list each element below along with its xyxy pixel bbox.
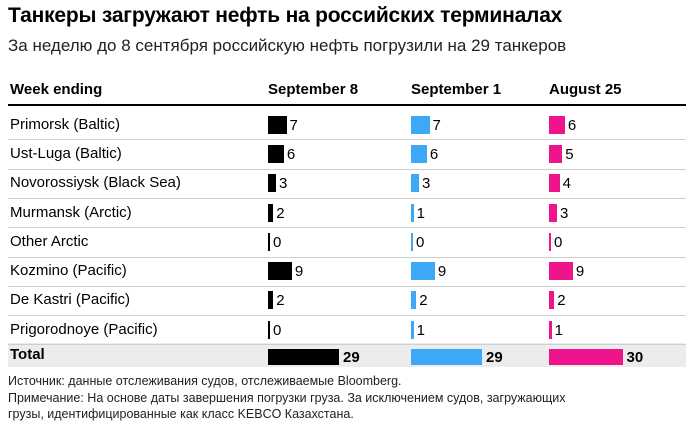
- data-label: 7: [289, 116, 298, 134]
- bar: [549, 232, 551, 251]
- chart-title: Танкеры загружают нефть на российских те…: [8, 4, 563, 27]
- data-label: 0: [416, 233, 425, 251]
- data-label: 9: [294, 263, 304, 281]
- total-value: 30: [626, 349, 644, 366]
- row-label: Primorsk (Baltic): [10, 115, 121, 133]
- bar: [549, 291, 555, 310]
- bar: [549, 262, 573, 281]
- bar: [268, 203, 274, 222]
- data-label: 2: [276, 204, 285, 222]
- data-label: 0: [273, 321, 282, 339]
- footnote-line-2: грузы, идентифицированные как класс KEBC…: [8, 407, 354, 421]
- total-bar: [549, 349, 623, 365]
- data-label: 6: [429, 145, 439, 163]
- bar: [268, 320, 270, 339]
- data-label: 3: [278, 175, 288, 193]
- data-label: 0: [554, 233, 563, 251]
- bar: [268, 115, 287, 134]
- data-label: 0: [273, 233, 282, 251]
- row-divider: [8, 197, 686, 199]
- bar: [411, 262, 435, 281]
- data-label: 4: [562, 175, 571, 193]
- row-divider: [8, 168, 686, 170]
- bar: [268, 232, 270, 251]
- bar: [268, 174, 276, 193]
- chart-subtitle: За неделю до 8 сентября российскую нефть…: [8, 36, 567, 55]
- footnote-line-1: Примечание: На основе даты завершения по…: [8, 391, 566, 405]
- data-label: 6: [286, 145, 296, 163]
- bar: [268, 144, 284, 163]
- row-label: Other Arctic: [10, 232, 89, 250]
- bar: [549, 174, 560, 193]
- bar: [411, 144, 427, 163]
- row-header: Week ending: [10, 81, 103, 98]
- data-label: 6: [567, 116, 577, 134]
- data-label: 5: [565, 145, 574, 163]
- row-divider: [8, 139, 686, 141]
- bar: [411, 174, 419, 193]
- bar: [549, 115, 565, 134]
- bar: [549, 203, 557, 222]
- data-label: 7: [432, 116, 441, 134]
- total-value: 29: [486, 349, 503, 366]
- bar: [549, 144, 563, 163]
- bar: [411, 232, 413, 251]
- bar: [411, 320, 414, 339]
- bar: [268, 262, 292, 281]
- row-divider: [8, 285, 686, 287]
- data-label: 1: [416, 204, 425, 222]
- column-header-september-8: September 8: [268, 81, 359, 98]
- data-label: 1: [416, 321, 425, 339]
- total-value: 29: [343, 349, 360, 366]
- data-label: 9: [575, 263, 585, 281]
- data-label: 3: [559, 204, 569, 222]
- row-divider: [8, 315, 686, 317]
- row-label: Ust-Luga (Baltic): [10, 144, 122, 162]
- bar: [268, 291, 274, 310]
- data-label: 2: [557, 292, 566, 310]
- row-label: Prigorodnoye (Pacific): [10, 320, 158, 338]
- bar: [549, 320, 552, 339]
- total-bar: [268, 349, 340, 365]
- total-bar: [411, 349, 483, 365]
- data-label: 2: [276, 292, 285, 310]
- row-label: Murmansk (Arctic): [10, 203, 132, 221]
- column-header-september-1: September 1: [411, 81, 502, 98]
- row-divider: [8, 227, 686, 229]
- data-label: 3: [421, 175, 431, 193]
- column-header-august-25: August 25: [549, 81, 622, 98]
- row-label: De Kastri (Pacific): [10, 291, 131, 309]
- bar: [411, 291, 417, 310]
- row-label: Novorossiysk (Black Sea): [10, 174, 181, 192]
- row-divider: [8, 344, 686, 346]
- header-divider: [8, 104, 686, 106]
- total-label: Total: [10, 346, 45, 363]
- row-label: Kozmino (Pacific): [10, 262, 127, 280]
- source-note: Источник: данные отслеживания судов, отс…: [8, 374, 402, 388]
- bar: [411, 115, 430, 134]
- data-label: 1: [554, 321, 563, 339]
- bar: [411, 203, 414, 222]
- data-label: 9: [437, 263, 447, 281]
- row-divider: [8, 256, 686, 258]
- data-label: 2: [419, 292, 428, 310]
